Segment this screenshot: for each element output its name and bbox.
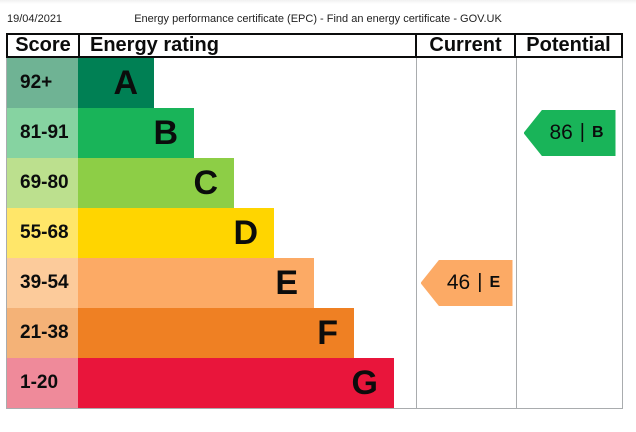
epc-table-header: Score Energy rating Current Potential [6,33,623,58]
band-row-e: 39-54 E 46 | E [7,258,622,308]
rating-bar-cell-b: B [78,108,416,158]
potential-cell-g [516,358,622,408]
potential-rating-arrow: 86 | B [523,110,616,156]
score-range-a: 92+ [7,58,78,108]
current-score-value: 46 [446,271,471,294]
band-row-f: 21-38 F [7,308,622,358]
current-cell-a [416,58,516,108]
rating-letter-g: G [351,364,378,402]
pipe-separator: | [579,120,585,143]
print-date: 19/04/2021 [7,13,63,25]
document-title: Energy performance certificate (EPC) - F… [134,13,502,25]
column-header-energy-rating: Energy rating [78,34,415,56]
rating-bar-cell-f: F [78,308,416,358]
potential-cell-f [516,308,622,358]
rating-bar-cell-d: D [78,208,416,258]
current-cell-d [416,208,516,258]
potential-score-value: 86 [549,121,573,144]
rating-bar-g: G [78,358,394,408]
column-header-score: Score [15,34,71,56]
rating-bar-d: D [78,208,274,258]
band-row-a: 92+ A [7,58,622,108]
potential-cell-a [516,58,622,108]
potential-rating-letter: B [592,124,604,141]
rating-letter-f: F [317,314,338,352]
rating-bar-cell-c: C [78,158,416,208]
current-cell-g [416,358,516,408]
score-range-c: 69-80 [7,158,78,208]
rating-letter-c: C [193,164,218,202]
score-range-b: 81-91 [7,108,78,158]
rating-letter-d: D [233,214,258,252]
potential-cell-d [516,208,622,258]
rating-bar-b: B [78,108,194,158]
page-edge-shadow [0,0,636,4]
score-range-d: 55-68 [7,208,78,258]
potential-cell-b: 86 | B [516,108,622,158]
current-rating-arrow: 46 | E [420,260,513,306]
current-cell-e: 46 | E [416,258,516,308]
current-rating-letter: E [489,274,501,291]
rating-bar-cell-a: A [78,58,416,108]
rating-bar-e: E [78,258,314,308]
epc-rating-chart: 92+ A 81-91 B 86 | B 69-80 C [6,58,623,409]
rating-letter-b: B [153,114,178,152]
band-row-d: 55-68 D [7,208,622,258]
rating-letter-e: E [275,264,298,302]
score-range-e: 39-54 [7,258,78,308]
pipe-separator: | [477,270,483,293]
rating-bar-f: F [78,308,354,358]
potential-cell-c [516,158,622,208]
potential-cell-e [516,258,622,308]
current-cell-f [416,308,516,358]
column-header-potential: Potential [514,34,621,56]
score-range-g: 1-20 [7,358,78,408]
band-row-c: 69-80 C [7,158,622,208]
rating-bar-cell-g: G [78,358,416,408]
band-row-g: 1-20 G [7,358,622,408]
current-cell-b [416,108,516,158]
rating-letter-a: A [113,64,138,102]
column-header-current: Current [415,34,514,56]
rating-bar-c: C [78,158,234,208]
score-range-f: 21-38 [7,308,78,358]
band-row-b: 81-91 B 86 | B [7,108,622,158]
rating-bar-cell-e: E [78,258,416,308]
rating-bar-a: A [78,58,154,108]
current-cell-c [416,158,516,208]
